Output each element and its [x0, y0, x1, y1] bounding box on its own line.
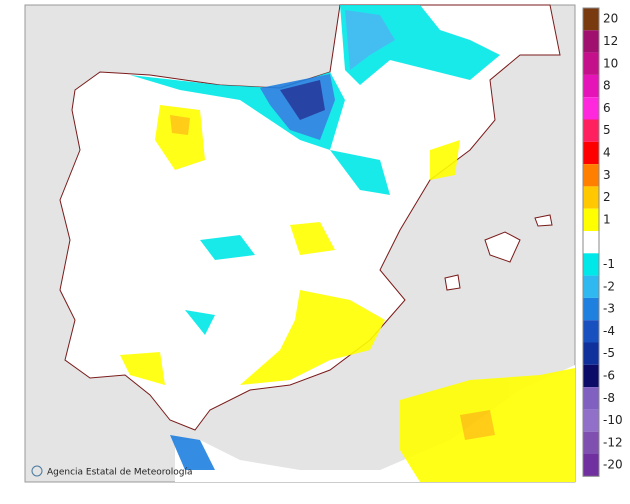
legend-swatch: [583, 186, 599, 209]
island: [534, 214, 553, 227]
legend-label: 12: [603, 34, 618, 48]
legend-label: 4: [603, 145, 611, 159]
legend-label: -3: [603, 302, 615, 316]
legend-swatch: [583, 97, 599, 120]
legend-swatch: [583, 8, 599, 31]
legend-label: 5: [603, 123, 611, 137]
legend-swatch: [583, 164, 599, 187]
legend-label: 6: [603, 101, 611, 115]
legend-swatch: [583, 141, 599, 165]
legend-swatch: [583, 30, 599, 53]
legend-swatch: [583, 74, 599, 98]
island: [444, 274, 461, 291]
legend: 20 12 10 8 6 5 4 3 2 1 -1 -2 -3 -4 -5 -6 -8 -10 -12 -20: [582, 7, 623, 477]
legend-label: 3: [603, 168, 611, 182]
legend-swatch: [583, 297, 599, 321]
legend-label: -1: [603, 257, 615, 271]
legend-label: 1: [603, 212, 611, 226]
legend-swatch: [583, 364, 599, 388]
credit-icon: [31, 465, 43, 477]
legend-label: -5: [603, 346, 615, 360]
legend-swatch: [583, 409, 599, 432]
legend-label: -6: [603, 368, 615, 382]
legend-label: 2: [603, 190, 611, 204]
legend-swatch: [583, 431, 599, 454]
legend-swatch: [583, 320, 599, 343]
legend-label: -8: [603, 391, 615, 405]
legend-label: -12: [603, 435, 623, 449]
legend-label: 8: [603, 79, 611, 93]
legend-swatch: [583, 52, 599, 75]
credit: Agencia Estatal de Meteorología: [47, 468, 193, 478]
legend-label: 20: [603, 12, 618, 26]
legend-swatch: [583, 387, 599, 410]
legend-swatch: [583, 275, 599, 298]
legend-label: -20: [603, 458, 623, 472]
legend-label: -4: [603, 324, 615, 338]
island: [484, 231, 521, 263]
legend-swatch: [583, 119, 599, 142]
legend-frame: [582, 7, 600, 477]
legend-swatch: [583, 342, 599, 365]
legend-swatch: [583, 454, 599, 477]
legend-swatch: [583, 253, 599, 276]
legend-swatch: [583, 208, 599, 231]
legend-label: -10: [603, 413, 623, 427]
legend-label: -2: [603, 279, 615, 293]
anomaly-areas: [120, 5, 575, 482]
legend-label: 10: [603, 56, 618, 70]
